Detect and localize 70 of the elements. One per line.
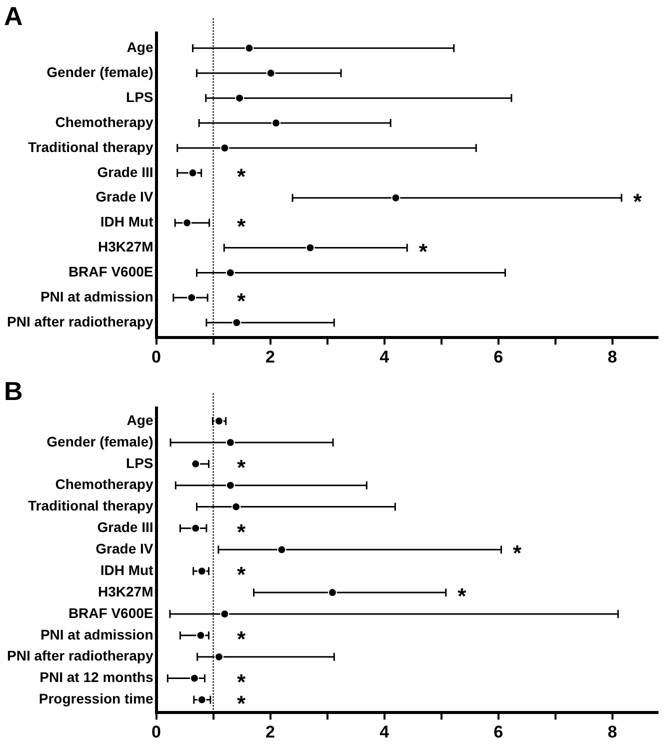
point xyxy=(191,524,200,533)
y-tick-label: Grade IV xyxy=(96,188,154,205)
annotation: * xyxy=(236,164,246,189)
y-tick-label: Grade III xyxy=(97,164,154,180)
point xyxy=(391,193,400,202)
y-tick-label: Gender (female) xyxy=(46,433,154,450)
annotation: * xyxy=(236,562,246,588)
point xyxy=(306,243,315,252)
annotation: * xyxy=(236,455,246,480)
y-tick-label: H3K27M xyxy=(98,583,154,600)
y-tick-label: Progression time xyxy=(38,690,154,707)
y-tick-label: PNI at admission xyxy=(40,288,154,305)
x-tick-label: 2 xyxy=(266,722,276,742)
y-tick-label: Traditional therapy xyxy=(28,498,154,514)
y-tick-label: PNI at admission xyxy=(40,626,154,642)
y-tick-label: PNI at 12 months xyxy=(40,669,154,686)
point xyxy=(196,630,206,640)
point xyxy=(190,674,199,683)
y-tick-label: IDH Mut xyxy=(100,562,154,578)
y-tick-label: Chemotherapy xyxy=(55,114,154,130)
point xyxy=(277,545,286,554)
y-tick-label: PNI after radiotherapy xyxy=(6,648,154,664)
point xyxy=(232,318,242,328)
annotation: * xyxy=(236,214,246,239)
annotation: * xyxy=(633,188,642,214)
x-tick-label: 6 xyxy=(494,347,504,366)
x-tick-label: 8 xyxy=(608,347,618,366)
x-tick-label: 6 xyxy=(494,722,504,742)
annotation: * xyxy=(458,584,467,609)
point xyxy=(226,438,235,447)
point xyxy=(182,218,192,228)
annotation: * xyxy=(418,238,428,264)
x-tick-label: 8 xyxy=(608,722,618,742)
annotation: * xyxy=(236,519,246,544)
point xyxy=(197,566,206,576)
chart-title: B xyxy=(4,376,23,406)
point xyxy=(232,502,241,512)
chart-title: A xyxy=(4,0,23,31)
y-tick-label: Age xyxy=(126,412,154,428)
y-tick-label: BRAF V600E xyxy=(68,264,154,280)
y-tick-label: Traditional therapy xyxy=(28,138,154,155)
y-tick-label: Age xyxy=(126,39,154,56)
annotation: * xyxy=(236,288,246,314)
y-tick-label: Gender (female) xyxy=(46,64,154,80)
point xyxy=(188,168,198,178)
point xyxy=(214,652,224,662)
annotation: * xyxy=(512,540,522,566)
y-tick-label: BRAF V600E xyxy=(68,604,154,621)
y-tick-label: LPS xyxy=(126,454,154,471)
y-tick-label: Grade III xyxy=(97,519,154,536)
x-tick-label: 4 xyxy=(380,722,390,742)
point xyxy=(191,459,200,468)
annotation: * xyxy=(236,626,246,652)
y-tick-label: Chemotherapy xyxy=(55,476,154,492)
y-tick-label: Grade IV xyxy=(96,540,154,557)
y-tick-label: PNI after radiotherapy xyxy=(6,313,154,330)
x-tick-label: 4 xyxy=(380,347,390,366)
x-tick-label: 2 xyxy=(266,347,276,366)
y-tick-label: LPS xyxy=(126,88,154,105)
y-tick-label: H3K27M xyxy=(98,238,154,255)
point xyxy=(197,695,206,704)
point xyxy=(235,94,244,103)
point xyxy=(226,268,235,278)
x-tick-label: 0 xyxy=(152,722,161,742)
y-tick-label: IDH Mut xyxy=(100,214,154,230)
point xyxy=(266,68,276,78)
point xyxy=(187,293,196,302)
x-tick-label: 0 xyxy=(152,347,161,366)
point xyxy=(226,480,235,490)
point xyxy=(244,44,254,53)
